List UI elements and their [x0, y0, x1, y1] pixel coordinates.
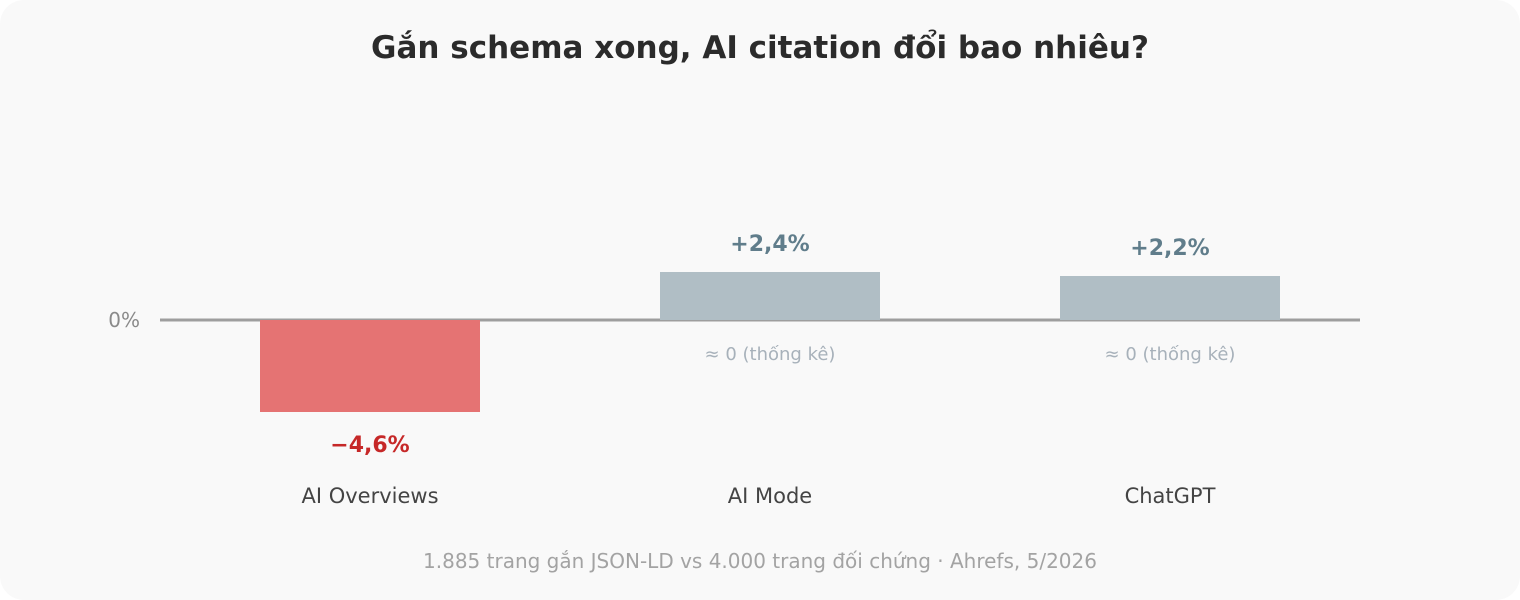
bar	[260, 320, 480, 412]
bar	[1060, 276, 1280, 320]
category-label: AI Overviews	[301, 484, 438, 508]
bar-value-label: −4,6%	[330, 433, 409, 458]
zero-tick-label: 0%	[108, 308, 140, 332]
bar-note-label: ≈ 0 (thống kê)	[1105, 344, 1236, 365]
bar-value-label: +2,2%	[1130, 236, 1209, 261]
category-label: ChatGPT	[1125, 484, 1216, 508]
category-label: AI Mode	[728, 484, 812, 508]
bar-value-label: +2,4%	[730, 232, 809, 257]
source-footnote: 1.885 trang gắn JSON-LD vs 4.000 trang đ…	[423, 549, 1097, 573]
bar	[660, 272, 880, 320]
chart-title: Gắn schema xong, AI citation đổi bao nhi…	[371, 30, 1149, 66]
bar-note-label: ≈ 0 (thống kê)	[705, 344, 836, 365]
